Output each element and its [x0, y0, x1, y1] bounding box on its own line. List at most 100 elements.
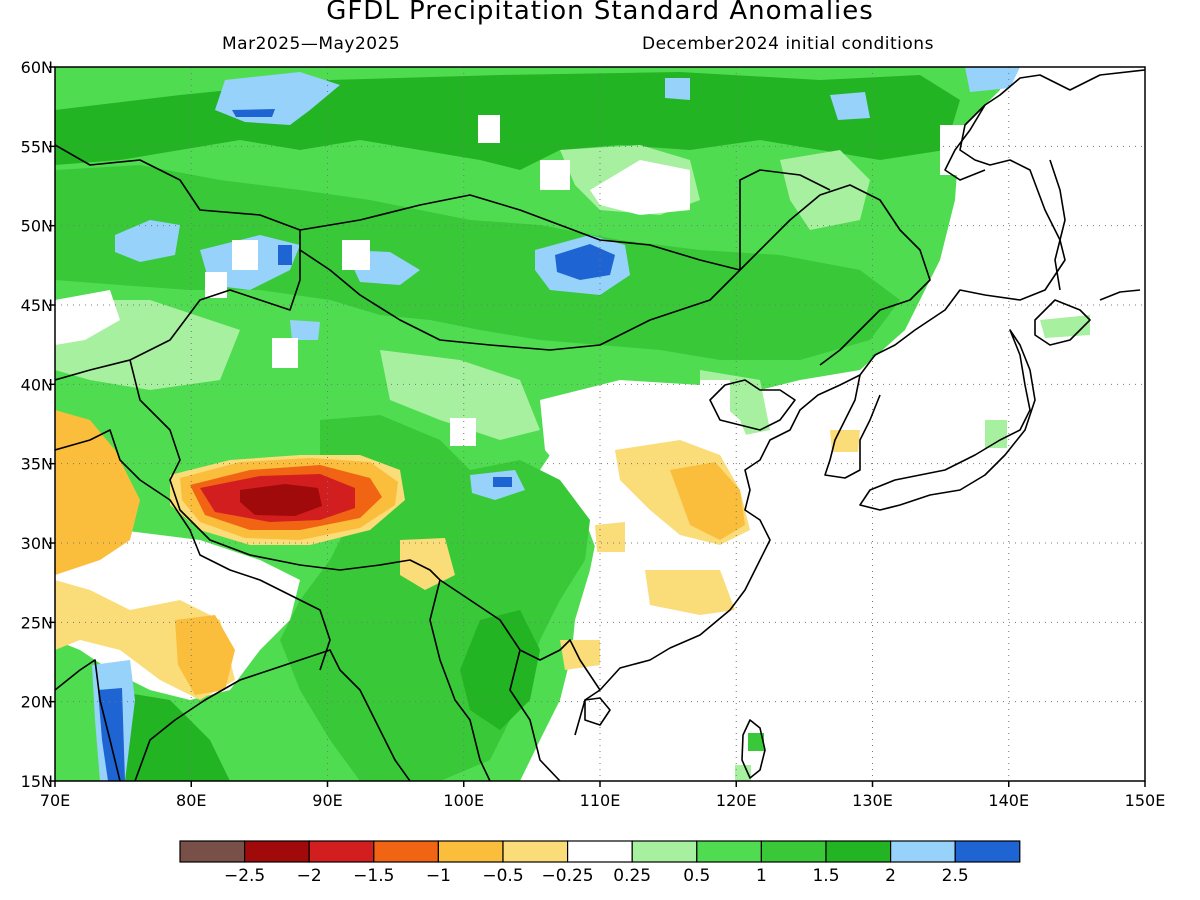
legend-label: −1.5 [353, 866, 394, 886]
legend-label: 2.5 [942, 866, 969, 886]
axis-ticks: 70E 80E 90E 100E 110E 120E 130E 140E 150E 60N 55N 5… [21, 58, 1166, 810]
tick-label-lat: 55N [21, 137, 53, 156]
blue-dark-anomaly-india-west [98, 688, 125, 781]
legend-swatch [502, 840, 569, 863]
legend-label: 0.5 [683, 866, 710, 886]
border-china-west [129, 359, 601, 691]
yellow-anomaly-guangxi [560, 640, 600, 670]
border-mongolia [299, 194, 741, 351]
tick-label-lat: 30N [21, 534, 53, 553]
green-strong-india [110, 690, 230, 781]
tick-label-lon: 110E [580, 791, 621, 810]
border-central-asia [55, 250, 301, 381]
coastline-east-asia [574, 69, 1145, 736]
masked-cell-3 [450, 418, 476, 446]
masked-cell-5 [232, 240, 258, 270]
tick-label-lat: 60N [21, 58, 53, 77]
initial-conditions-label: December2024 initial conditions [642, 34, 934, 54]
tick-label-lon: 150E [1125, 791, 1166, 810]
tick-label-lat: 15N [21, 772, 53, 791]
legend-swatch [760, 840, 827, 863]
tick-label-lon: 90E [312, 791, 342, 810]
blue-light-anomaly-ne3 [965, 67, 1020, 92]
blue-light-anomaly-ne [665, 78, 690, 100]
legend-swatch [696, 840, 762, 863]
legend-label: −0.25 [542, 866, 594, 886]
coastline-sakhalin [1049, 159, 1066, 291]
coastline-taiwan [741, 719, 766, 779]
legend-label: 1 [756, 866, 767, 886]
tick-label-lat: 25N [21, 613, 53, 632]
legend-swatch [825, 840, 892, 863]
legend-swatch [244, 840, 310, 863]
masked-cell-4 [205, 272, 227, 298]
orange-anomaly-india [175, 615, 235, 695]
coastline-india [55, 649, 411, 781]
season-label: Mar2025—May2025 [222, 34, 401, 54]
tick-label-lon: 130E [852, 791, 893, 810]
legend-label: −0.5 [482, 866, 523, 886]
coastline-korea [824, 374, 881, 479]
coastline-bohai [709, 379, 796, 431]
blue-dark-anomaly-qinghai [493, 477, 512, 487]
anomaly-shading [55, 67, 1090, 781]
border-kazakh-russia [55, 144, 301, 231]
neutral-zone-mongolia [590, 160, 690, 215]
green-cell-taiwan-south [735, 765, 751, 781]
coastlines-and-borders [55, 69, 1145, 781]
masked-cell-6 [540, 160, 570, 190]
green-cell-japan [985, 420, 1007, 448]
tick-label-lat: 45N [21, 296, 53, 315]
border-south-asia [55, 429, 331, 671]
blue-light-anomaly-tienshan [290, 320, 320, 340]
orange-anomaly-west [55, 410, 140, 575]
yellow-anomaly-south-china [645, 570, 735, 615]
orange-anomaly-east-china [670, 462, 745, 540]
tick-label-lon: 120E [716, 791, 757, 810]
blue-dark-anomaly-balkhash [278, 245, 292, 265]
tick-label-lon: 70E [40, 791, 70, 810]
legend-swatch [179, 840, 246, 863]
blue-light-anomaly-ne2 [830, 92, 870, 120]
tick-label-lat: 35N [21, 455, 53, 474]
coastline-japan-hokkaido [1034, 299, 1091, 346]
border-indochina [429, 579, 561, 781]
legend-swatch [566, 840, 633, 863]
legend-swatch [437, 840, 504, 863]
gridlines [55, 67, 1145, 781]
legend-swatch [954, 840, 1021, 863]
blue-dark-anomaly-nw [232, 109, 275, 117]
legend-swatch [889, 840, 956, 863]
legend-label: 1.5 [812, 866, 839, 886]
coastline-hainan [584, 697, 611, 726]
legend-swatch [631, 840, 698, 863]
blue-light-anomaly-kazakh [115, 220, 180, 262]
tick-label-lon: 140E [988, 791, 1029, 810]
coastline-japan-honshu [859, 329, 1036, 511]
legend-label: −2.5 [224, 866, 265, 886]
tick-label-lon: 80E [176, 791, 206, 810]
green-mid-band [55, 165, 900, 360]
yellow-anomaly-misc [595, 522, 625, 552]
tick-label-lon: 100E [443, 791, 484, 810]
tick-label-lat: 40N [21, 375, 53, 394]
green-strong-south [460, 610, 540, 730]
map-title: GFDL Precipitation Standard Anomalies [326, 0, 874, 26]
masked-cell-baikal [478, 115, 500, 143]
legend-label: −2 [297, 866, 322, 886]
tick-label-lat: 50N [21, 217, 53, 236]
light-green-zone-4 [380, 350, 540, 440]
masked-cell-1 [342, 240, 370, 270]
masked-cell-2 [272, 338, 298, 368]
tick-label-lat: 20N [21, 693, 53, 712]
yellow-anomaly-sichuan [400, 538, 455, 590]
color-legend: −2.5 −2 −1.5 −1 −0.5 −0.25 0.25 0.5 1 1.5 2 2.5 [179, 840, 1021, 886]
legend-swatch [308, 840, 375, 863]
border-china-russia-ne [739, 169, 831, 270]
coastline-sea-of-okhotsk [944, 104, 986, 181]
coastline-kamchatka [1099, 289, 1141, 301]
legend-label: 2 [885, 866, 896, 886]
legend-label: −1 [426, 866, 451, 886]
legend-swatch [373, 840, 439, 863]
